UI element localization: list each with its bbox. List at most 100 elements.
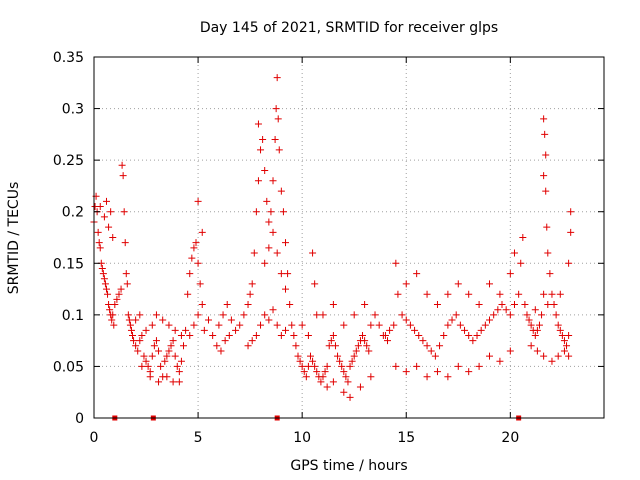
x-tick-label: 0 xyxy=(90,430,99,446)
data-point xyxy=(109,234,117,241)
data-point xyxy=(346,362,354,370)
data-point xyxy=(540,352,548,360)
data-point xyxy=(490,311,498,319)
data-point xyxy=(444,373,452,381)
data-point xyxy=(194,311,202,319)
data-point xyxy=(506,311,514,319)
data-point xyxy=(535,321,543,329)
data-point xyxy=(542,187,550,195)
data-point xyxy=(543,223,551,231)
data-point xyxy=(323,383,331,391)
data-point xyxy=(175,368,183,376)
data-point xyxy=(246,290,254,298)
data-point xyxy=(486,316,494,324)
data-point xyxy=(105,223,113,231)
data-point xyxy=(469,337,477,345)
data-point xyxy=(309,249,317,257)
data-point xyxy=(244,342,252,350)
data-point xyxy=(254,177,262,185)
data-point xyxy=(152,337,160,345)
data-point xyxy=(300,368,308,376)
data-point xyxy=(142,357,150,365)
data-point xyxy=(257,321,265,329)
data-point xyxy=(540,172,548,180)
data-point xyxy=(340,368,348,376)
data-point xyxy=(363,342,371,350)
data-point xyxy=(136,337,144,345)
data-point xyxy=(473,331,481,339)
data-point xyxy=(465,368,473,376)
data-point xyxy=(361,337,369,345)
data-point xyxy=(96,244,104,252)
data-point xyxy=(329,301,337,309)
data-point xyxy=(192,239,200,247)
data-point xyxy=(265,244,273,252)
data-point xyxy=(541,130,549,138)
data-point xyxy=(515,290,523,298)
data-point xyxy=(105,301,113,309)
data-point xyxy=(486,280,494,288)
data-point xyxy=(221,337,229,345)
data-point xyxy=(465,290,473,298)
data-point xyxy=(552,311,560,319)
data-point xyxy=(415,331,423,339)
data-point xyxy=(286,301,294,309)
data-point xyxy=(175,378,183,386)
data-point xyxy=(273,321,281,329)
data-point xyxy=(109,311,117,319)
data-point xyxy=(257,146,265,154)
y-tick-label: 0.2 xyxy=(62,205,84,221)
data-point xyxy=(169,337,177,345)
data-point xyxy=(284,270,292,278)
data-point xyxy=(431,352,439,360)
data-point xyxy=(98,264,106,272)
data-point xyxy=(213,342,221,350)
data-point xyxy=(94,228,102,236)
data-point xyxy=(122,270,130,278)
data-point xyxy=(148,352,156,360)
data-point xyxy=(140,352,148,360)
data-point xyxy=(411,326,419,334)
data-point xyxy=(157,362,165,370)
data-point xyxy=(540,115,548,123)
data-point xyxy=(101,280,109,288)
data-point xyxy=(436,342,444,350)
data-point xyxy=(367,373,375,381)
grid xyxy=(94,57,604,418)
data-point xyxy=(171,326,179,334)
data-point xyxy=(523,311,531,319)
data-point xyxy=(100,213,108,221)
data-point xyxy=(232,326,240,334)
data-point xyxy=(419,337,427,345)
data-point xyxy=(452,311,460,319)
data-point xyxy=(265,316,273,324)
data-point xyxy=(375,321,383,329)
data-point xyxy=(340,388,348,396)
data-point xyxy=(554,321,562,329)
chart-title: Day 145 of 2021, SRMTID for receiver glp… xyxy=(200,20,498,36)
data-point xyxy=(108,316,116,324)
data-point xyxy=(119,172,127,180)
data-point xyxy=(556,326,564,334)
data-point xyxy=(163,373,171,381)
data-point xyxy=(209,331,217,339)
data-point xyxy=(329,378,337,386)
data-point xyxy=(302,373,310,381)
data-point xyxy=(115,290,123,298)
data-point xyxy=(106,306,114,314)
data-point xyxy=(100,275,108,283)
data-point xyxy=(188,254,196,262)
data-point xyxy=(527,342,535,350)
data-point xyxy=(461,326,469,334)
y-tick-label: 0.15 xyxy=(53,256,84,272)
data-point xyxy=(173,362,181,370)
data-point xyxy=(288,321,296,329)
data-point xyxy=(132,342,140,350)
data-point xyxy=(186,331,194,339)
data-point xyxy=(121,239,129,247)
y-tick-label: 0.1 xyxy=(62,308,84,324)
data-point xyxy=(319,373,327,381)
data-point xyxy=(171,352,179,360)
